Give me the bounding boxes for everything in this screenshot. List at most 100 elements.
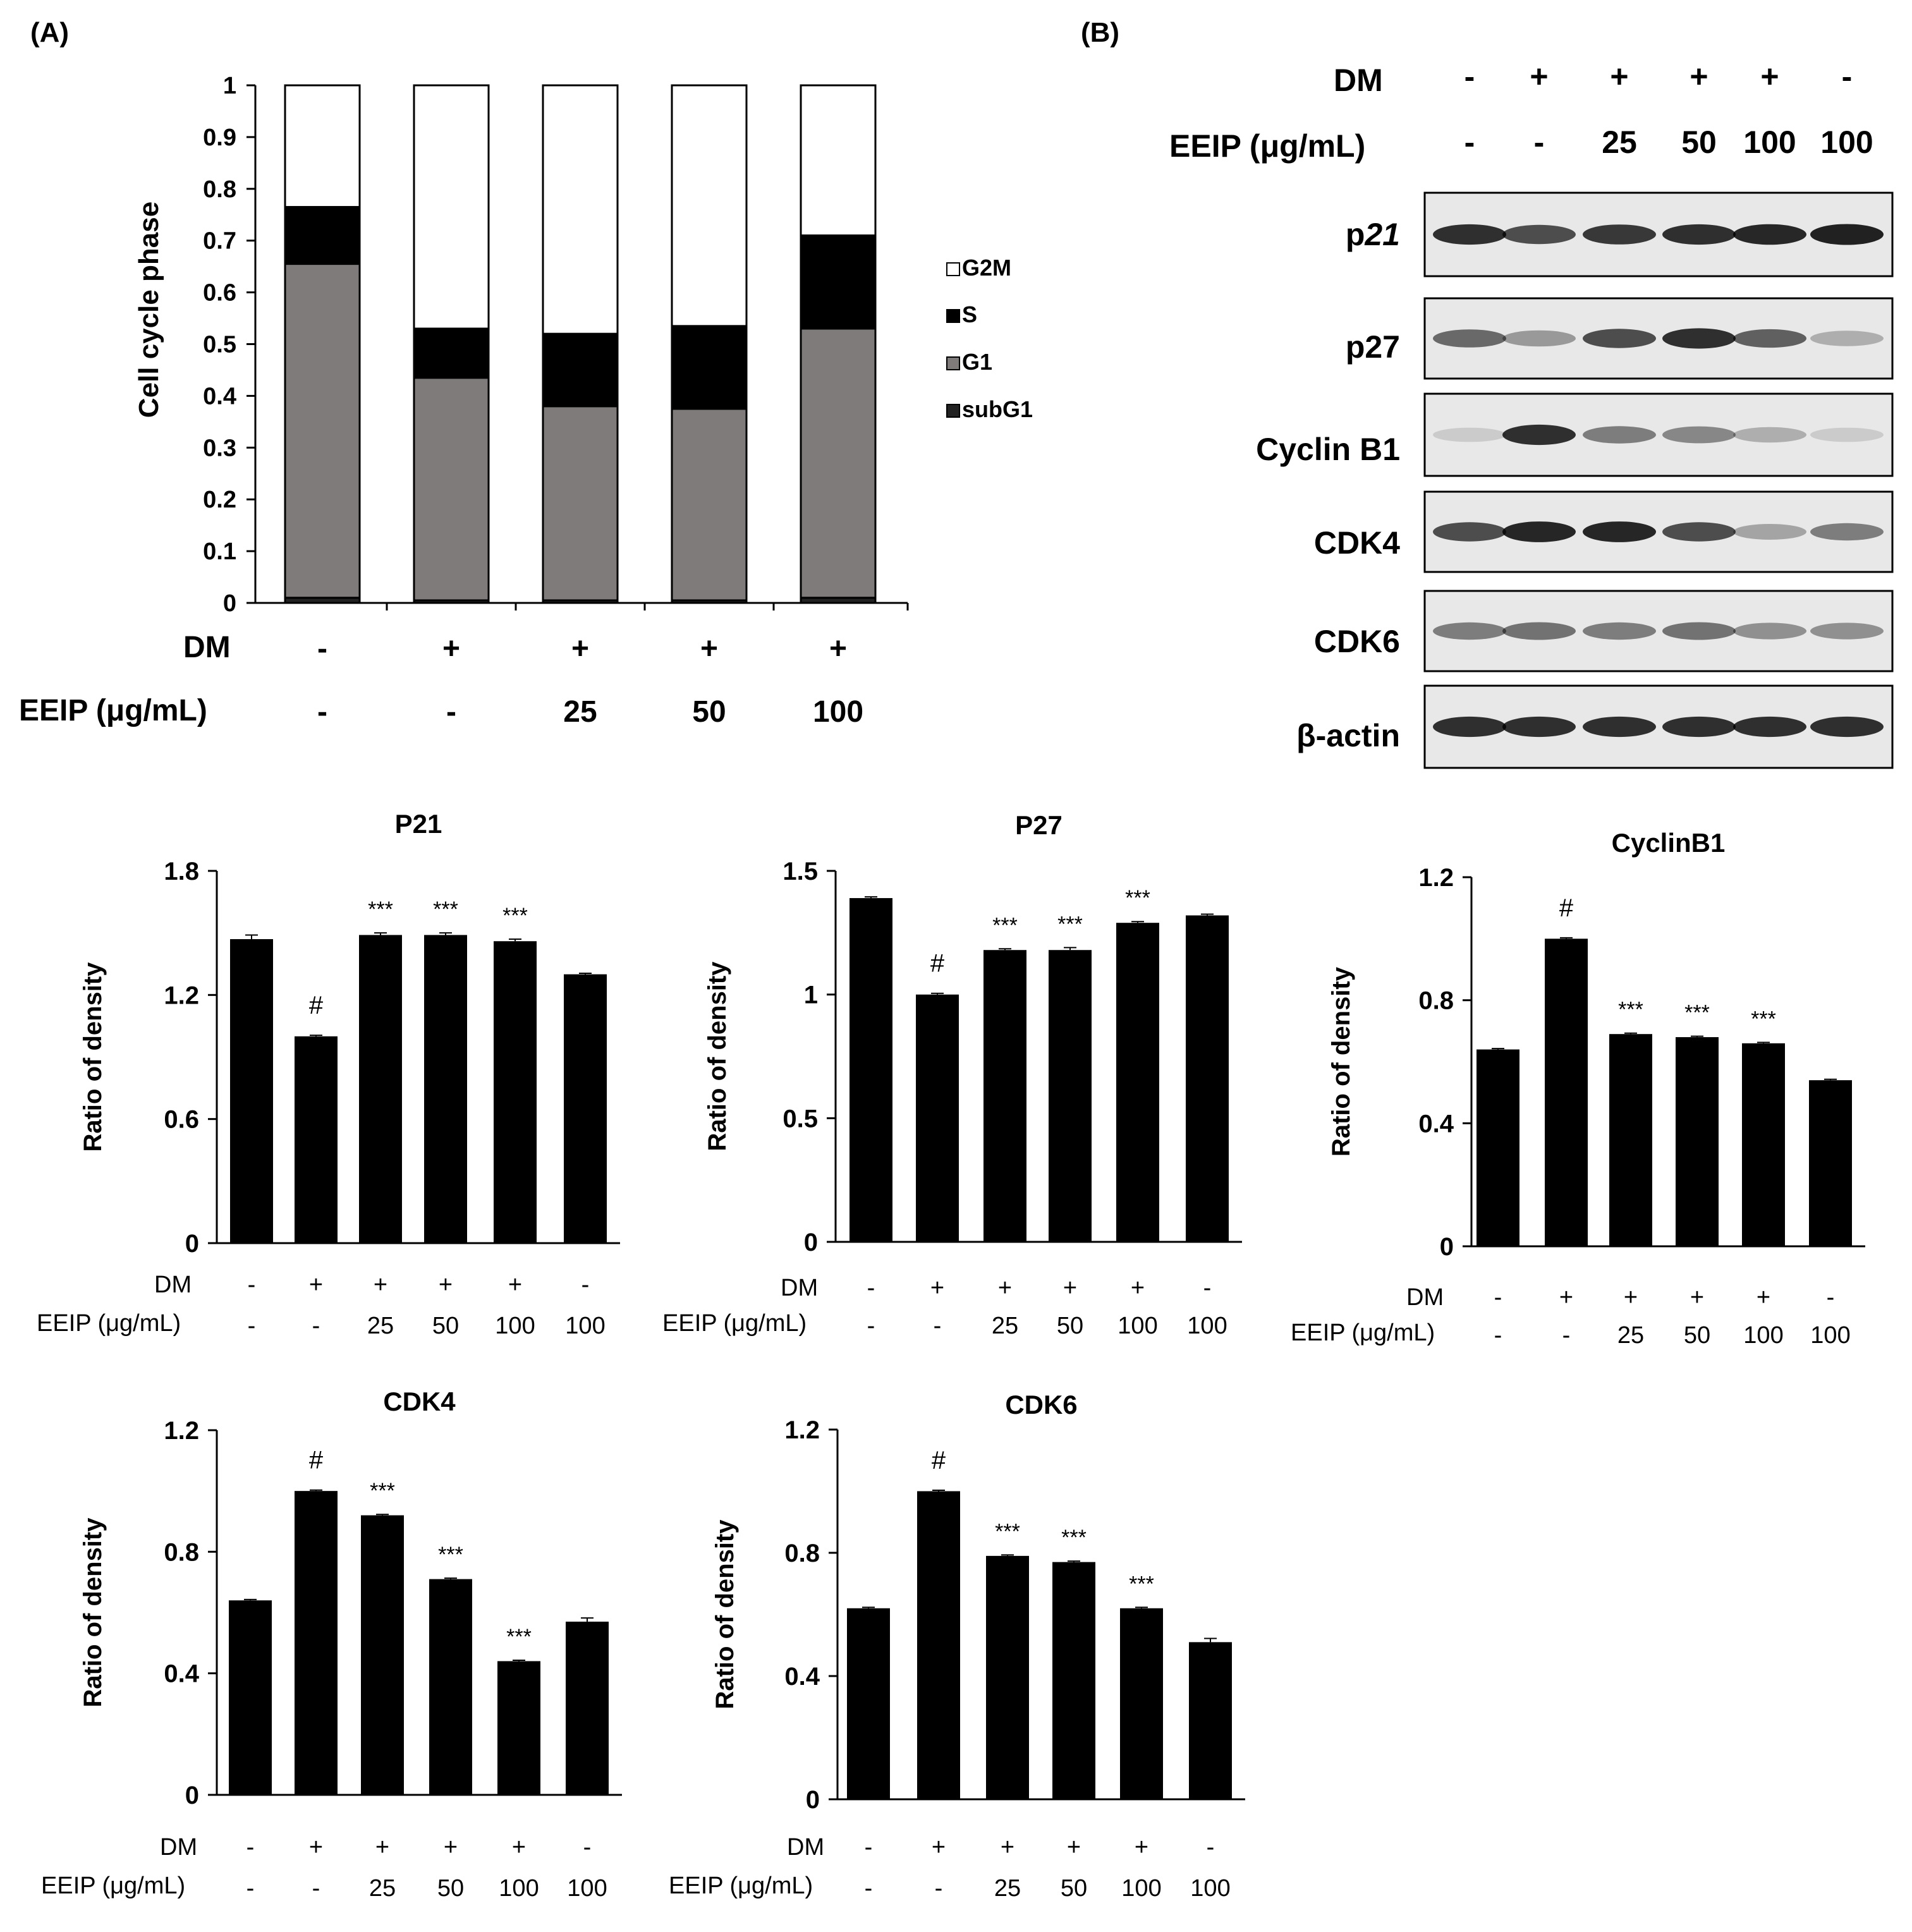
cdk4-ylabel: Ratio of density bbox=[79, 1517, 107, 1708]
p27-eeip-value: 100 bbox=[1187, 1313, 1227, 1339]
cell-cycle-ytick-label: 0.8 bbox=[203, 176, 236, 203]
cdk4-significance-annotation: *** bbox=[506, 1625, 532, 1649]
blot-band-p21 bbox=[1583, 224, 1656, 245]
cell-cycle-ytick-label: 0 bbox=[223, 590, 236, 617]
cyclinb1-eeip-label: EEIP (μg/mL) bbox=[1291, 1320, 1435, 1346]
cdk4-eeip-value: 25 bbox=[369, 1875, 396, 1902]
cdk4-eeip-value: 50 bbox=[437, 1875, 464, 1902]
cyclinb1-ytick-label: 0.8 bbox=[1418, 987, 1454, 1015]
cdk6-eeip-value: 25 bbox=[994, 1875, 1021, 1902]
cdk4-eeip-value: - bbox=[247, 1875, 255, 1902]
blot-band-p27 bbox=[1662, 328, 1736, 349]
cyclinb1-bar bbox=[1809, 1080, 1852, 1246]
cell-cycle-ytick-label: 0.5 bbox=[203, 332, 236, 358]
cdk6-significance-annotation: *** bbox=[1129, 1572, 1154, 1596]
p27-bar bbox=[1049, 950, 1092, 1242]
panel-label-a: (A) bbox=[30, 17, 69, 48]
cell-cycle-eeip-value: - bbox=[446, 695, 456, 729]
cdk6-ytick-label: 1.2 bbox=[784, 1416, 820, 1444]
blot-label-text: Cyclin B1 bbox=[1256, 432, 1400, 467]
cyclinb1-dm-value: + bbox=[1690, 1284, 1704, 1311]
cyclinb1-significance-annotation: *** bbox=[1751, 1007, 1776, 1031]
blot-band-beta-actin bbox=[1733, 716, 1806, 738]
blot-label-p21: p21 bbox=[1346, 217, 1400, 252]
p27-bar bbox=[1116, 923, 1159, 1242]
p21-chart: P21 Ratio of density 0 0.6 1.2 1.8 - - # + - *** +25… bbox=[37, 809, 620, 1339]
blot-dm-value: + bbox=[1530, 59, 1548, 94]
p21-bar bbox=[295, 1036, 338, 1243]
cell-cycle-bar-s bbox=[800, 234, 877, 330]
p21-eeip-value: 100 bbox=[565, 1313, 605, 1339]
blot-band-p27 bbox=[1502, 330, 1576, 347]
p21-bar bbox=[424, 935, 467, 1243]
blot-band-cyclin-b1 bbox=[1502, 424, 1576, 446]
p21-eeip-label: EEIP (μg/mL) bbox=[37, 1310, 181, 1337]
blot-row-cdk6 bbox=[1423, 590, 1894, 672]
p21-eeip-value: 50 bbox=[432, 1313, 459, 1339]
cell-cycle-ytick-label: 0.6 bbox=[203, 280, 236, 307]
cdk6-hash-annotation: # bbox=[932, 1447, 946, 1474]
cell-cycle-bar-s bbox=[542, 332, 619, 408]
p27-eeip-value: 25 bbox=[992, 1313, 1018, 1339]
blot-label-text: CDK4 bbox=[1314, 525, 1400, 561]
blot-band-p21 bbox=[1733, 224, 1806, 245]
cell-cycle-ytick-label: 0.4 bbox=[203, 383, 236, 410]
p27-dm-value: + bbox=[1063, 1275, 1077, 1301]
blot-band-cdk6 bbox=[1433, 622, 1506, 640]
p27-title: P27 bbox=[1015, 810, 1063, 840]
cell-cycle-ytick-label: 0.2 bbox=[203, 487, 236, 513]
p27-dm-value: + bbox=[1131, 1275, 1145, 1301]
blot-dm-label: DM bbox=[1334, 63, 1383, 98]
blot-band-cyclin-b1 bbox=[1662, 426, 1736, 444]
cdk4-dm-value: + bbox=[512, 1834, 526, 1861]
p21-dm-value: - bbox=[582, 1272, 590, 1298]
cdk6-dm-value: - bbox=[1207, 1834, 1215, 1861]
blot-band-cdk4 bbox=[1433, 522, 1506, 542]
blot-dm-value: - bbox=[1842, 59, 1853, 94]
cyclinb1-significance-annotation: *** bbox=[1684, 1001, 1710, 1025]
blot-band-p27 bbox=[1810, 331, 1884, 346]
cell-cycle-eeip-value: 100 bbox=[813, 695, 863, 729]
cdk4-ytick-label: 0.8 bbox=[164, 1538, 199, 1566]
cdk4-bar bbox=[429, 1579, 472, 1795]
cdk4-significance-annotation: *** bbox=[438, 1543, 463, 1567]
cyclinb1-eeip-value: 100 bbox=[1743, 1322, 1783, 1349]
blot-eeip-value: 100 bbox=[1743, 125, 1796, 160]
p21-dm-value: + bbox=[508, 1272, 522, 1298]
blot-band-cdk4 bbox=[1810, 523, 1884, 541]
blot-dm-value: + bbox=[1690, 59, 1708, 94]
legend-label-s: S bbox=[962, 301, 977, 327]
p21-eeip-value: 25 bbox=[367, 1313, 394, 1339]
blot-band-p21 bbox=[1810, 224, 1884, 245]
blot-band-cdk4 bbox=[1662, 522, 1736, 542]
cell-cycle-bar-g2m bbox=[542, 84, 619, 335]
cdk4-bar bbox=[497, 1661, 540, 1795]
p21-ytick-label: 1.8 bbox=[164, 858, 199, 885]
cdk6-eeip-value: 100 bbox=[1190, 1875, 1230, 1902]
blot-dm-value: - bbox=[1464, 59, 1475, 94]
cell-cycle-chart: Cell cycle phase 00.10.20.30.40.50.60.70… bbox=[19, 73, 1033, 729]
cdk4-chart: CDK4 Ratio of density 0 0.4 0.8 1.2 - - # + - *** +2… bbox=[41, 1387, 622, 1902]
cdk4-dm-value: + bbox=[444, 1834, 458, 1861]
p21-significance-annotation: *** bbox=[368, 897, 393, 921]
cell-cycle-bar-g1 bbox=[800, 327, 877, 599]
cdk4-ytick-label: 0.4 bbox=[164, 1660, 199, 1688]
cdk4-hash-annotation: # bbox=[309, 1447, 324, 1474]
cdk6-dm-value: + bbox=[932, 1834, 946, 1861]
cdk4-eeip-label: EEIP (μg/mL) bbox=[41, 1873, 185, 1899]
blot-eeip-value: - bbox=[1464, 125, 1475, 160]
cyclinb1-hash-annotation: # bbox=[1559, 894, 1574, 922]
cell-cycle-y-ticks: 0 0.1 0.2 0.3 0.4 0.5 0.6 0.7 0.8 0.9 1 bbox=[203, 73, 255, 617]
cyclinb1-eeip-value: 25 bbox=[1617, 1322, 1644, 1349]
cdk4-title: CDK4 bbox=[383, 1387, 456, 1416]
p21-dm-label: DM bbox=[154, 1272, 192, 1298]
cdk6-bar bbox=[1189, 1642, 1232, 1799]
cdk4-eeip-value: - bbox=[312, 1875, 320, 1902]
p27-ytick-label: 0 bbox=[804, 1229, 818, 1256]
cdk4-dm-value: + bbox=[309, 1834, 323, 1861]
blot-eeip-label: EEIP (μg/mL) bbox=[1169, 128, 1365, 164]
p27-bar bbox=[983, 950, 1026, 1242]
p27-eeip-value: 100 bbox=[1117, 1313, 1157, 1339]
cdk4-bar bbox=[361, 1515, 404, 1795]
